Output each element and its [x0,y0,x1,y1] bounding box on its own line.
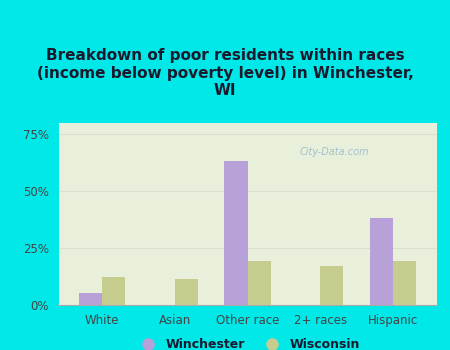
Bar [369,218,393,304]
Text: Breakdown of poor residents within races
(income below poverty level) in Winches: Breakdown of poor residents within races… [36,48,414,98]
Bar [175,279,198,304]
Text: City-Data.com: City-Data.com [300,147,369,157]
Bar [320,266,343,304]
Bar [248,261,271,304]
Bar [79,293,102,304]
Bar [102,277,126,304]
Legend: Winchester, Wisconsin: Winchester, Wisconsin [130,334,365,350]
Bar [224,161,248,304]
Bar [393,261,416,304]
